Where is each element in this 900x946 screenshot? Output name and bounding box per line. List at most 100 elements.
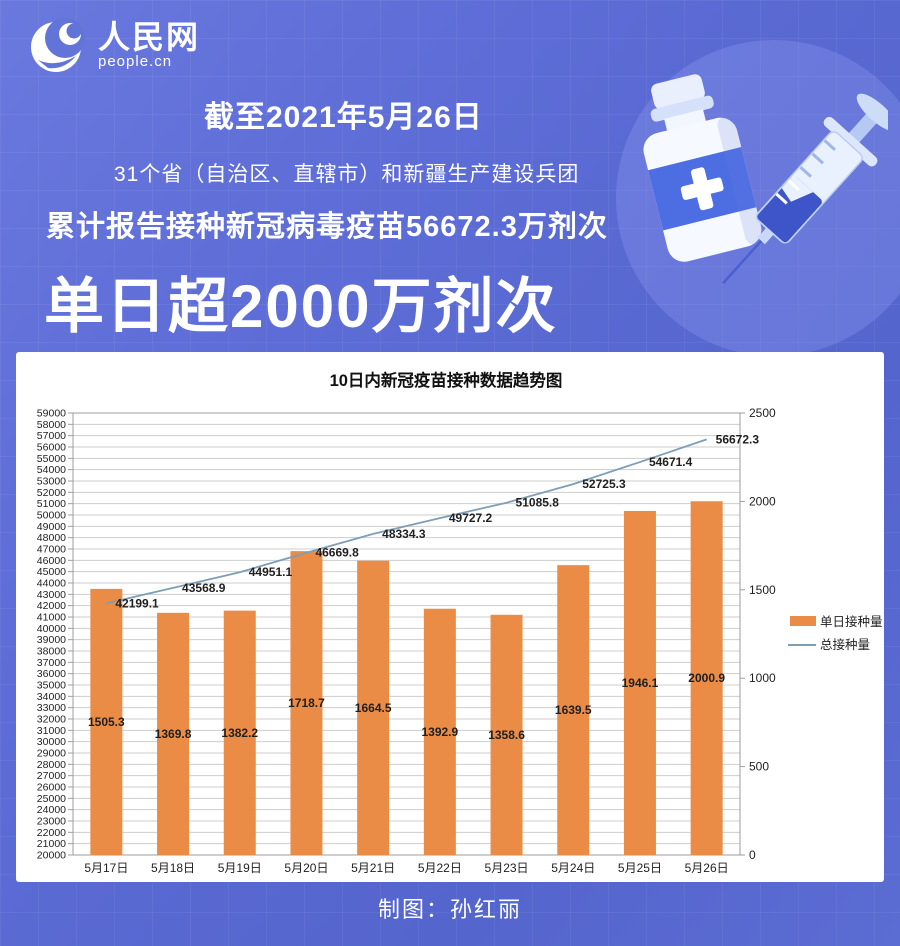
y-left-label: 58000	[37, 419, 66, 431]
bar-label: 1358.6	[488, 728, 525, 742]
y-left-label: 39000	[37, 634, 66, 646]
y-left-label: 26000	[37, 782, 66, 794]
y-right-label: 500	[749, 760, 769, 774]
y-left-label: 43000	[37, 589, 66, 601]
chart-panel: 10日内新冠疫苗接种数据趋势图 20000 21000 22000 23000 24000…	[16, 352, 884, 882]
x-label: 5月26日	[685, 861, 729, 875]
y-left-label: 52000	[37, 487, 66, 499]
banner-total-line: 累计报告接种新冠病毒疫苗56672.3万剂次	[46, 211, 608, 243]
vaccine-illustration	[612, 60, 898, 321]
y-left-label: 48000	[37, 532, 66, 544]
y-right-label: 2500	[749, 406, 776, 420]
banner-scope-line: 31个省（自治区、直辖市）和新疆生产建设兵团	[114, 163, 580, 186]
y-right-label: 1500	[749, 583, 776, 597]
bar	[157, 612, 190, 855]
y-left-label: 41000	[37, 612, 66, 624]
x-label: 5月23日	[485, 861, 529, 875]
peoplecn-logo: 人民网 people.cn	[28, 16, 200, 74]
y-left-label: 35000	[37, 680, 66, 692]
y-right-label: 0	[749, 848, 756, 862]
bar-label: 1664.5	[355, 701, 392, 715]
bar	[490, 614, 523, 855]
chart-svg: 10日内新冠疫苗接种数据趋势图2000021000220002300024000…	[37, 370, 883, 875]
bar-label: 1369.8	[155, 727, 192, 741]
y-left-label: 46000	[37, 555, 66, 567]
y-left-label: 38000	[37, 646, 66, 658]
y-left-label: 36000	[37, 668, 66, 680]
y-left-label: 29000	[37, 748, 66, 760]
line-label: 43568.9	[182, 581, 226, 595]
bar	[557, 565, 590, 855]
line-label: 54671.4	[649, 455, 693, 469]
y-left-label: 56000	[37, 442, 66, 454]
y-left-label: 37000	[37, 657, 66, 669]
y-left-label: 59000	[37, 408, 66, 420]
x-label: 5月20日	[284, 861, 328, 875]
y-left-label: 24000	[37, 804, 66, 816]
x-label: 5月24日	[551, 861, 595, 875]
y-left-label: 51000	[37, 498, 66, 510]
bar-label: 2000.9	[688, 671, 725, 685]
y-right-label: 1000	[749, 671, 776, 685]
bar-label: 1718.7	[288, 696, 325, 710]
y-left-label: 45000	[37, 566, 66, 578]
y-right-label: 2000	[749, 494, 776, 508]
line-label: 42199.1	[115, 596, 159, 610]
line-label: 48334.3	[382, 527, 426, 541]
vial-icon	[643, 74, 764, 262]
bar-label: 1392.9	[421, 725, 458, 739]
trend-line	[106, 438, 707, 605]
line-label: 49727.2	[449, 511, 493, 525]
y-left-label: 50000	[37, 510, 66, 522]
logo-globe-icon	[31, 18, 85, 72]
bar-label: 1505.3	[88, 715, 125, 729]
legend-line-label: 总接种量	[820, 637, 870, 652]
bar-label: 1946.1	[622, 676, 659, 690]
y-left-label: 40000	[37, 623, 66, 635]
y-left-label: 31000	[37, 725, 66, 737]
legend-bar-label: 单日接种量	[820, 614, 883, 629]
y-left-label: 47000	[37, 544, 66, 556]
y-left-label: 25000	[37, 793, 66, 805]
y-left-label: 54000	[37, 464, 66, 476]
x-label: 5月25日	[618, 861, 662, 875]
bar	[690, 501, 723, 855]
x-label: 5月22日	[418, 861, 462, 875]
y-left-label: 44000	[37, 578, 66, 590]
line-label: 56672.3	[716, 432, 760, 446]
bar	[290, 551, 323, 855]
logo-en-text: people.cn	[98, 53, 173, 70]
x-label: 5月17日	[84, 861, 128, 875]
bar	[223, 610, 256, 855]
x-label: 5月18日	[151, 861, 195, 875]
y-left-label: 21000	[37, 838, 66, 850]
y-left-label: 30000	[37, 736, 66, 748]
logo-cn-text: 人民网	[98, 19, 201, 55]
y-left-label: 55000	[37, 453, 66, 465]
chart-title: 10日内新冠疫苗接种数据趋势图	[330, 370, 563, 390]
footer-credit: 制图：孙红丽	[377, 897, 522, 922]
syringe-icon	[722, 93, 898, 285]
y-left-label: 53000	[37, 476, 66, 488]
line-label: 44951.1	[249, 565, 293, 579]
x-label: 5月21日	[351, 861, 395, 875]
y-left-label: 27000	[37, 770, 66, 782]
bar-label: 1382.2	[221, 726, 258, 740]
y-left-label: 20000	[37, 850, 66, 862]
bar-label: 1639.5	[555, 703, 592, 717]
plot-border	[72, 412, 741, 856]
banner-date-line: 截至2021年5月26日	[204, 101, 483, 134]
bar	[90, 588, 123, 855]
y-left-label: 22000	[37, 827, 66, 839]
legend-bar-swatch	[790, 616, 816, 626]
y-left-label: 49000	[37, 521, 66, 533]
y-left-label: 57000	[37, 430, 66, 442]
vaccine-vial-syringe-icon	[643, 74, 898, 285]
y-left-label: 42000	[37, 600, 66, 612]
y-left-label: 33000	[37, 702, 66, 714]
y-left-label: 28000	[37, 759, 66, 771]
bar	[357, 560, 390, 855]
banner-headline: 单日超2000万剂次	[44, 273, 558, 340]
x-label: 5月19日	[218, 861, 262, 875]
